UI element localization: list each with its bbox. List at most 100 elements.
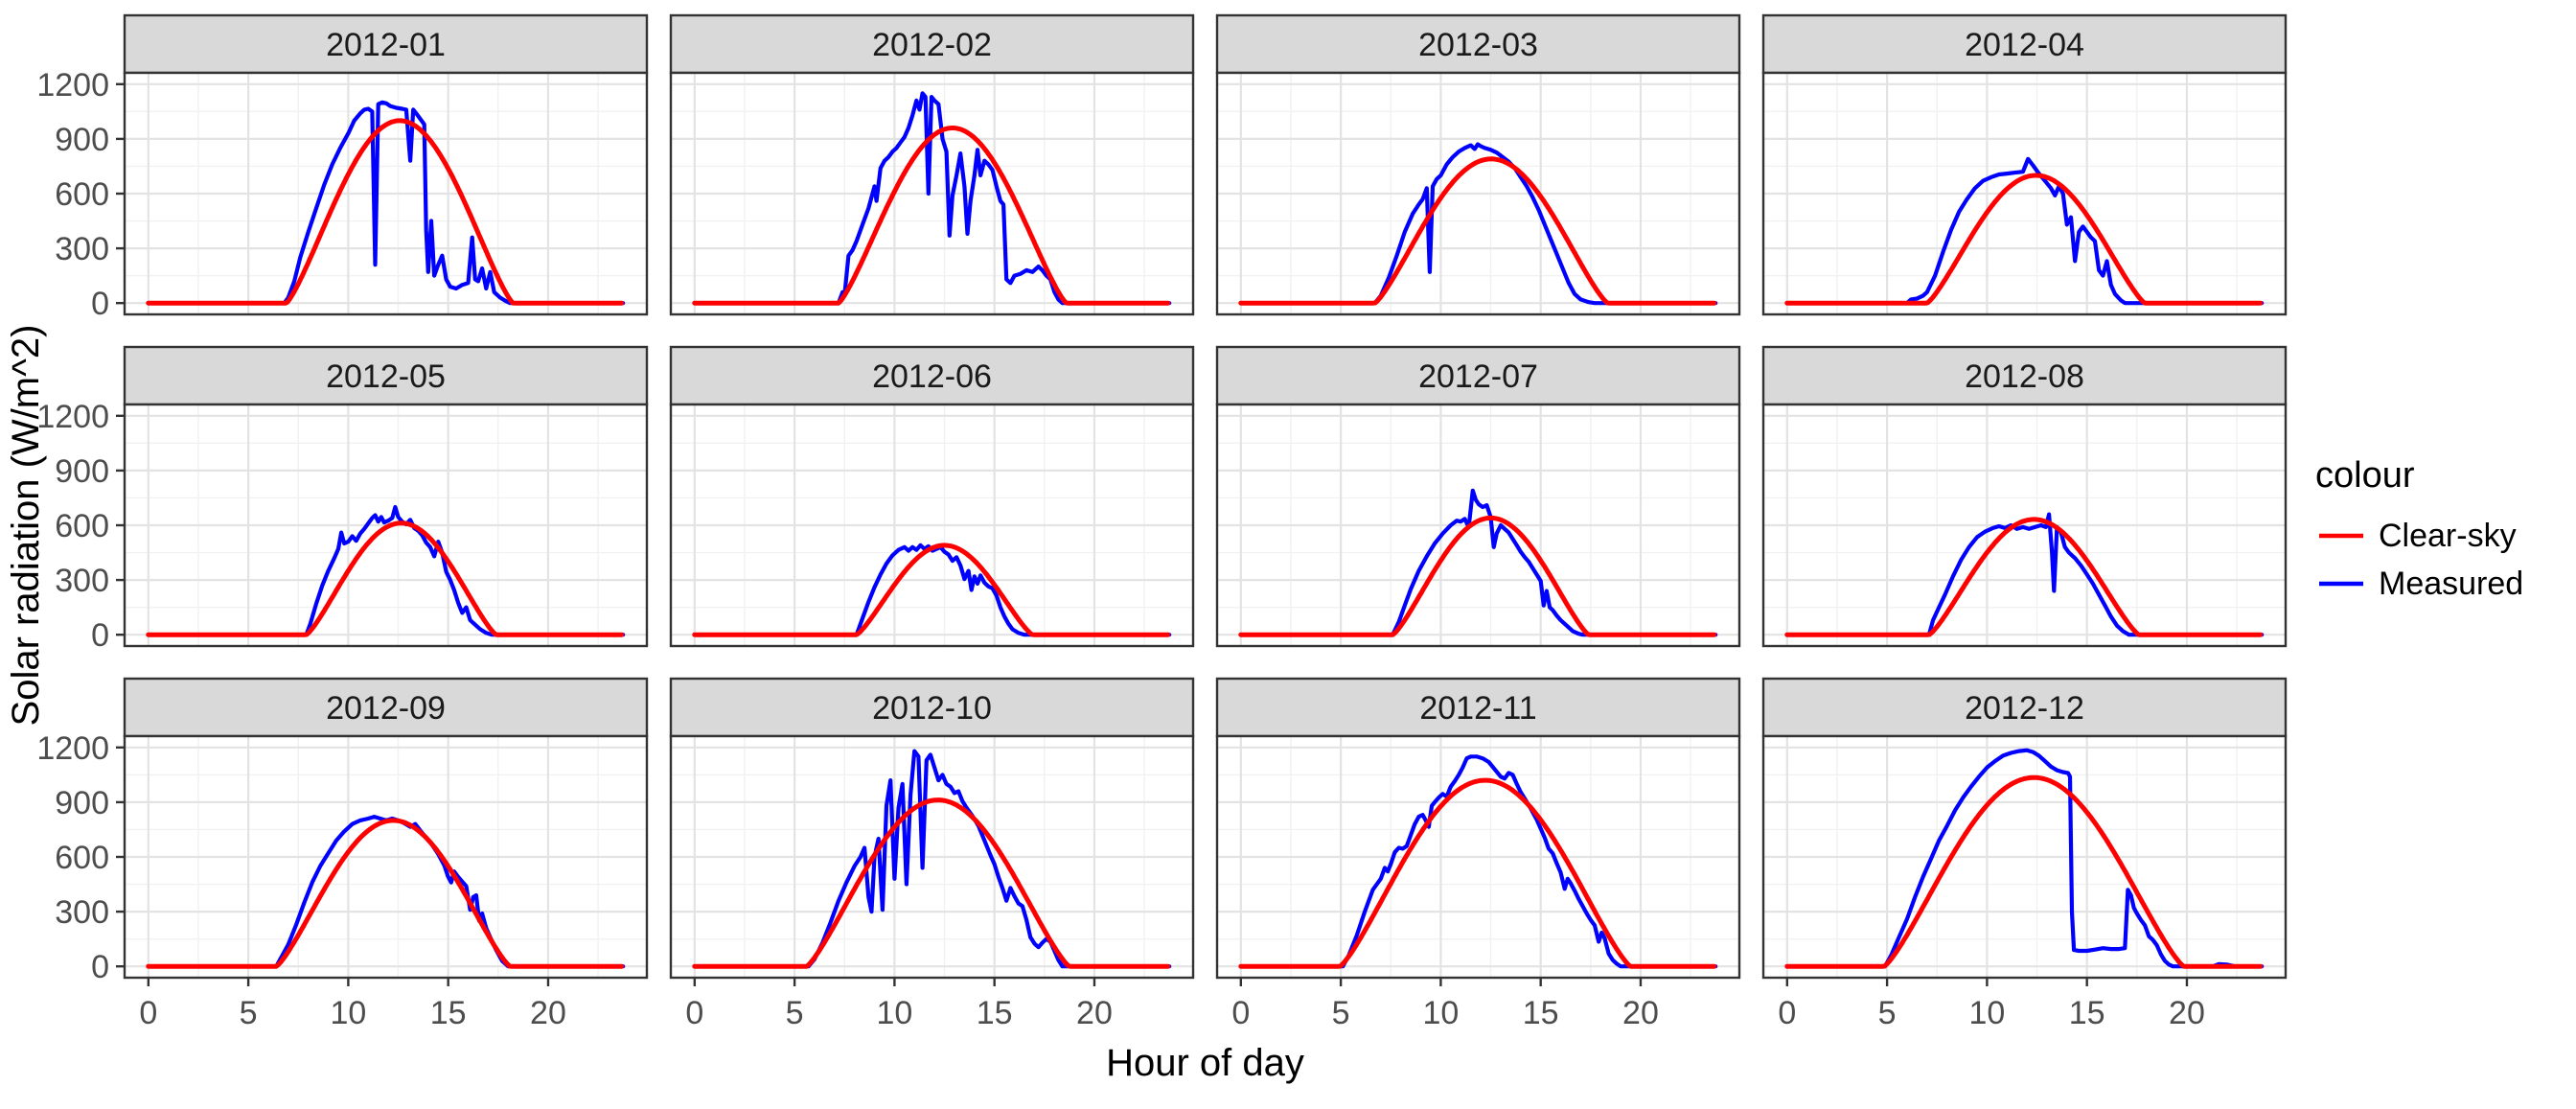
panel-border	[1761, 734, 2288, 980]
x-tick-label: 10	[330, 995, 366, 1031]
facet-strip	[1761, 677, 2288, 738]
facet-2012-09: 2012-09 0 300 600 900 1200 0 5 10 15 20	[36, 677, 649, 1031]
facet-strip-label: 2012-01	[326, 27, 446, 63]
x-tick-label: 15	[977, 995, 1013, 1031]
facet-strip	[1215, 677, 1741, 738]
measured-line	[1784, 512, 2265, 637]
panel-border	[1761, 71, 2288, 316]
facet-2012-06: 2012-06	[669, 345, 1195, 648]
clear-sky-line	[146, 520, 625, 637]
x-tick-label: 5	[240, 995, 258, 1031]
measured-line	[1784, 748, 2265, 969]
panel-border	[1215, 403, 1741, 648]
facet-strip	[1761, 13, 2288, 75]
facet-2012-01: 2012-01 0 300 600 900 1200	[36, 13, 649, 322]
y-tick-label: 300	[55, 231, 109, 267]
x-tick-label: 15	[2069, 995, 2105, 1031]
measured-line	[146, 504, 626, 637]
x-tick-label: 0	[685, 995, 703, 1031]
measured-line	[1238, 142, 1718, 306]
facet-strip-label: 2012-04	[1965, 27, 2084, 63]
clear-sky-line	[1784, 173, 2264, 306]
facet-2012-07: 2012-07	[1215, 345, 1741, 648]
y-tick-label: 1200	[36, 399, 109, 435]
facet-strip-label: 2012-10	[872, 690, 992, 727]
legend-title: colour	[2315, 455, 2415, 496]
legend-label-clear-sky: Clear-sky	[2379, 518, 2517, 554]
clear-sky-line	[1238, 156, 1717, 306]
facet-strip	[1761, 345, 2288, 406]
facet-strip-label: 2012-02	[872, 27, 992, 63]
y-tick-label: 0	[91, 949, 109, 985]
panel-border	[1761, 403, 2288, 648]
facet-strip	[1215, 13, 1741, 75]
clear-sky-line	[146, 818, 625, 969]
y-tick-label: 0	[91, 617, 109, 654]
facet-strip	[669, 345, 1195, 406]
panel-border	[1215, 734, 1741, 980]
facet-strip	[123, 345, 649, 406]
facet-2012-12: 2012-12 0 5 10 15 20	[1761, 677, 2288, 1031]
panel-border	[669, 71, 1195, 316]
legend: colour Clear-sky Measured	[2315, 455, 2523, 602]
clear-sky-line	[692, 543, 1171, 637]
x-tick-label: 10	[1422, 995, 1459, 1031]
x-tick-label: 0	[139, 995, 157, 1031]
clear-sky-line	[1784, 517, 2264, 637]
facet-strip-label: 2012-08	[1965, 358, 2084, 395]
y-tick-label: 900	[55, 453, 109, 490]
measured-line	[692, 543, 1172, 637]
facet-2012-05: 2012-05 0 300 600 900 1200	[36, 345, 649, 654]
y-tick-label: 900	[55, 122, 109, 158]
x-tick-label: 20	[1076, 995, 1113, 1031]
x-tick-label: 0	[1778, 995, 1796, 1031]
clear-sky-line	[1238, 777, 1717, 969]
clear-sky-line	[1784, 774, 2264, 969]
facet-strip	[123, 13, 649, 75]
facet-2012-03: 2012-03	[1215, 13, 1741, 316]
panel-border	[669, 734, 1195, 980]
facet-strip-label: 2012-03	[1418, 27, 1538, 63]
clear-sky-line	[692, 126, 1171, 306]
x-tick-label: 5	[1878, 995, 1897, 1031]
clear-sky-line	[692, 797, 1171, 969]
facet-2012-11: 2012-11 0 5 10 15 20	[1215, 677, 1741, 1031]
measured-line	[692, 749, 1172, 969]
x-tick-label: 10	[876, 995, 912, 1031]
facet-strip-label: 2012-06	[872, 358, 992, 395]
facet-strip	[1215, 345, 1741, 406]
x-tick-label: 20	[2169, 995, 2205, 1031]
facet-strip-label: 2012-12	[1965, 690, 2084, 727]
clear-sky-line	[146, 118, 625, 306]
x-tick-label: 10	[1968, 995, 2005, 1031]
y-tick-label: 900	[55, 785, 109, 821]
panel-border	[1215, 71, 1741, 316]
facet-2012-04: 2012-04	[1761, 13, 2288, 316]
facet-2012-08: 2012-08	[1761, 345, 2288, 648]
y-tick-label: 1200	[36, 730, 109, 767]
facet-strip-label: 2012-05	[326, 358, 446, 395]
facet-strip	[669, 677, 1195, 738]
legend-label-measured: Measured	[2379, 566, 2523, 602]
y-tick-label: 1200	[36, 67, 109, 104]
y-tick-label: 0	[91, 286, 109, 322]
facet-strip-label: 2012-07	[1418, 358, 1538, 395]
x-axis-title: Hour of day	[1106, 1042, 1304, 1084]
x-tick-label: 5	[786, 995, 804, 1031]
x-tick-label: 20	[530, 995, 566, 1031]
measured-line	[1238, 488, 1718, 637]
x-tick-label: 0	[1231, 995, 1250, 1031]
measured-line	[146, 100, 626, 306]
y-tick-label: 600	[55, 176, 109, 213]
facet-strip	[123, 677, 649, 738]
measured-line	[692, 91, 1172, 306]
y-tick-label: 300	[55, 894, 109, 931]
x-tick-label: 20	[1622, 995, 1659, 1031]
panel-border	[669, 403, 1195, 648]
y-axis-title: Solar radiation (W/m^2)	[5, 325, 47, 727]
y-tick-label: 300	[55, 563, 109, 599]
measured-line	[1238, 754, 1718, 969]
y-tick-label: 600	[55, 508, 109, 544]
